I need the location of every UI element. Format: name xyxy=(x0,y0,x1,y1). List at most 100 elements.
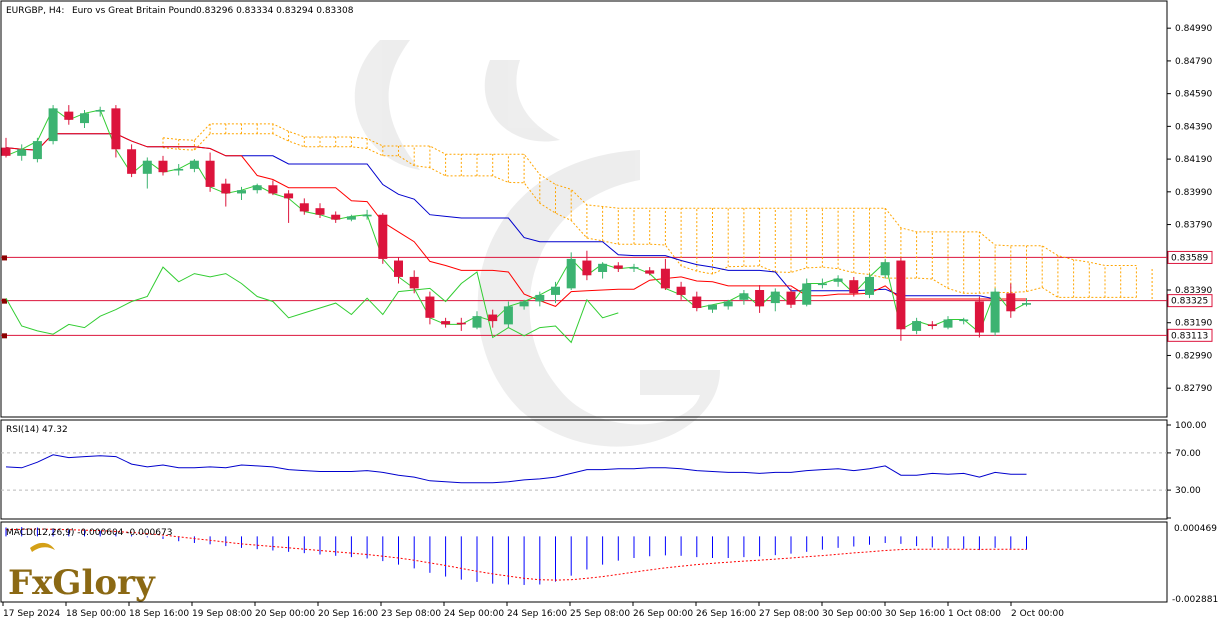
candle-body xyxy=(943,319,953,328)
price-tick-label: 0.82990 xyxy=(1175,351,1212,361)
candle-body xyxy=(770,291,780,304)
macd-layer xyxy=(5,527,1027,585)
time-tick-label: 20 Sep 00:00 xyxy=(255,609,315,619)
candle-body xyxy=(582,260,592,276)
level-anchor xyxy=(2,255,7,261)
candle-body xyxy=(472,316,482,328)
candle-body xyxy=(519,301,529,307)
rsi-line xyxy=(5,454,1027,484)
price-tick-label: 0.83990 xyxy=(1175,188,1212,198)
candle-body xyxy=(17,149,27,156)
price-tick-label: 0.84190 xyxy=(1175,155,1212,165)
candle-body xyxy=(566,258,576,289)
candle-body xyxy=(990,291,1000,333)
time-tick-label: 24 Sep 16:00 xyxy=(507,609,567,619)
rsi-tick-label: 100.00 xyxy=(1175,421,1207,431)
candle-body xyxy=(331,214,341,220)
price-tick-label: 0.84590 xyxy=(1175,90,1212,100)
candle-body xyxy=(488,314,498,322)
logo-text: FxGlory xyxy=(8,563,156,603)
time-tick-label: 18 Sep 00:00 xyxy=(66,609,126,619)
time-tick-label: 17 Sep 2024 xyxy=(3,609,60,619)
macd-pane xyxy=(0,521,1168,603)
candle-body xyxy=(32,141,42,160)
candle-body xyxy=(613,265,623,269)
time-tick-label: 19 Sep 08:00 xyxy=(192,609,252,619)
price-tick-label: 0.82790 xyxy=(1175,384,1212,394)
level-price-label: 0.83325 xyxy=(1171,297,1208,307)
level-anchor xyxy=(2,298,7,304)
candle-body xyxy=(645,270,655,274)
candle-body xyxy=(48,108,58,142)
candle-body xyxy=(1022,303,1031,305)
candle-body xyxy=(535,294,545,302)
price-layer xyxy=(1,105,1167,344)
time-tick-label: 25 Sep 08:00 xyxy=(570,609,630,619)
candle-body xyxy=(974,301,984,333)
candle-body xyxy=(142,160,152,174)
macd-label: MACD(12,26,9) -0.000604 -0.000673 xyxy=(6,528,172,538)
price-tick-label: 0.83390 xyxy=(1175,286,1212,296)
candle-body xyxy=(362,214,372,217)
candle-body xyxy=(80,113,89,124)
candle-body xyxy=(252,185,262,191)
ichimoku-senkou-b xyxy=(162,123,1137,266)
level-price-box xyxy=(1167,294,1213,308)
candle-body xyxy=(441,321,451,325)
candle-body xyxy=(880,262,890,276)
candle-body xyxy=(394,260,403,277)
rsi-tick-label: 70.00 xyxy=(1175,449,1201,459)
time-tick-label: 18 Sep 16:00 xyxy=(129,609,189,619)
candle-body xyxy=(802,283,812,305)
candle-body xyxy=(174,168,184,171)
candle-body xyxy=(503,306,513,325)
time-tick-label: 27 Sep 08:00 xyxy=(759,609,819,619)
time-tick-label: 26 Sep 00:00 xyxy=(633,609,693,619)
candle-body xyxy=(425,296,435,318)
macd-top-label: 0.000469 xyxy=(1174,524,1217,534)
time-tick-label: 23 Sep 08:00 xyxy=(381,609,441,619)
macd-bottom-label: -0.002881 xyxy=(1172,595,1218,605)
axis-layer: 0.84990 0.84790 0.84590 0.84390 0.84190 0.839… xyxy=(2,24,1213,619)
level-price-label: 0.83589 xyxy=(1171,253,1208,263)
watermark-logo xyxy=(354,40,720,447)
candle-body xyxy=(237,190,246,194)
candle-body xyxy=(189,160,199,169)
rsi-tick-label: 30.00 xyxy=(1175,486,1201,496)
time-tick-label: 30 Sep 16:00 xyxy=(885,609,945,619)
candle-body xyxy=(346,216,356,220)
candle-body xyxy=(817,283,827,286)
candle-body xyxy=(786,291,796,305)
price-tick-label: 0.84390 xyxy=(1175,122,1212,132)
candle-body xyxy=(551,286,560,295)
time-tick-label: 26 Sep 16:00 xyxy=(696,609,756,619)
candle-body xyxy=(723,301,733,307)
candle-body xyxy=(912,321,922,331)
time-tick-label: 24 Sep 00:00 xyxy=(444,609,504,619)
time-tick-label: 2 Oct 00:00 xyxy=(1011,609,1064,619)
candle-body xyxy=(1,147,11,156)
price-pane xyxy=(0,0,1168,418)
ichimoku-chikou-line xyxy=(5,266,619,344)
candle-body xyxy=(849,280,859,294)
time-tick-label: 1 Oct 08:00 xyxy=(948,609,1001,619)
candle-body xyxy=(676,286,686,295)
fxglory-logo: FxGlory xyxy=(8,542,156,603)
candle-body xyxy=(409,276,419,289)
level-price-box xyxy=(1167,328,1213,342)
level-price-label: 0.83113 xyxy=(1171,331,1208,341)
candle-body xyxy=(315,208,325,215)
candle-body xyxy=(64,111,74,120)
candle-body xyxy=(111,108,121,150)
time-tick-label: 30 Sep 00:00 xyxy=(822,609,882,619)
candle-body xyxy=(1006,293,1016,312)
candle-body xyxy=(127,149,137,174)
candle-body xyxy=(299,203,309,212)
candle-body xyxy=(378,214,388,259)
candle-body xyxy=(95,110,105,112)
candle-body xyxy=(629,267,639,269)
candle-body xyxy=(739,293,749,300)
candle-body xyxy=(660,268,670,289)
candle-body xyxy=(221,183,231,194)
